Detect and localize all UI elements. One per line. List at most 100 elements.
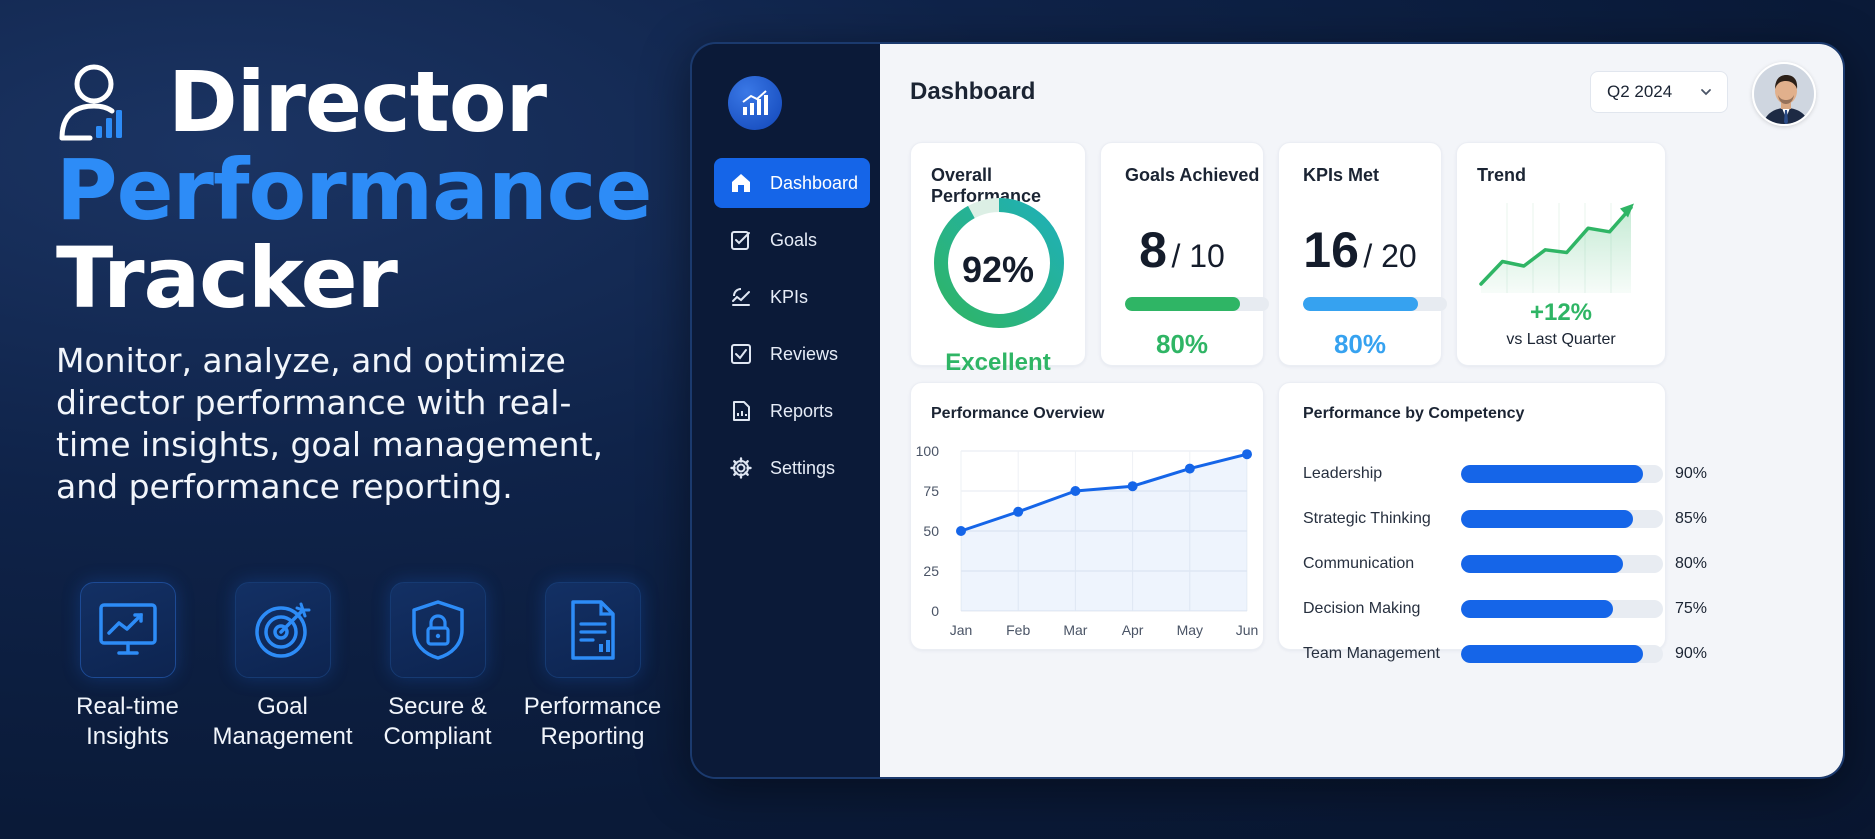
checklist-icon: [728, 227, 754, 253]
x-tick-label: Feb: [1006, 622, 1030, 638]
feature-list: Real-time Insights Goal Management Secur…: [50, 582, 670, 752]
sidebar-item-settings[interactable]: Settings: [714, 443, 870, 493]
period-value: Q2 2024: [1607, 82, 1673, 101]
x-tick-label: Apr: [1122, 622, 1144, 638]
sidebar-item-reports[interactable]: Reports: [714, 386, 870, 436]
home-icon: [728, 170, 754, 196]
page-title: Dashboard: [910, 78, 1036, 105]
feature-icon-box: [544, 582, 641, 678]
gear-icon: [728, 455, 754, 481]
card-title: Goals Achieved: [1125, 165, 1260, 185]
competency-bar: [1461, 555, 1623, 573]
feature-secure-compliant: Secure & Compliant: [360, 582, 515, 752]
competency-row: Leadership 90%: [1303, 461, 1723, 487]
sidebar-item-dashboard[interactable]: Dashboard: [714, 158, 870, 208]
card-title: Trend: [1477, 165, 1527, 185]
sidebar: Dashboard Goals KPIs Reviews: [692, 44, 880, 777]
competency-row: Strategic Thinking 85%: [1303, 506, 1723, 532]
competency-bar: [1461, 465, 1643, 483]
card-performance-by-competency: Performance by Competency Leadership 90% S…: [1278, 382, 1707, 663]
feature-label: Goal Management: [212, 693, 353, 750]
hero-title-line2: Performance: [56, 141, 652, 239]
kpis-total: / 20: [1363, 238, 1417, 274]
sidebar-item-label: Settings: [770, 457, 836, 478]
feature-label: Performance Reporting: [523, 693, 662, 750]
sidebar-nav: Dashboard Goals KPIs Reviews: [714, 158, 870, 500]
series-line: [960, 452, 1248, 533]
trend-caption: vs Last Quarter: [1506, 331, 1616, 348]
hero-title-line3: Tracker: [56, 229, 398, 327]
competency-value: 90%: [1675, 465, 1708, 482]
y-tick-label: 0: [931, 603, 939, 619]
report-document-icon: [570, 600, 615, 660]
overall-rating: Excellent: [945, 349, 1051, 376]
y-tick-label: 100: [916, 443, 940, 459]
monitor-chart-icon: [98, 603, 157, 655]
competency-label: Leadership: [1303, 465, 1383, 482]
data-point: [1070, 486, 1081, 496]
performance-ring-fill: [934, 198, 1064, 328]
sidebar-item-goals[interactable]: Goals: [714, 215, 870, 265]
trend-arrow-head: [1620, 203, 1634, 218]
app-logo[interactable]: [728, 76, 782, 130]
y-tick-label: 25: [923, 563, 939, 579]
competency-bar-track: [1461, 465, 1663, 483]
feature-goal-management: Goal Management: [205, 582, 360, 752]
trend-area: [1481, 207, 1631, 293]
competency-value: 80%: [1675, 555, 1708, 572]
competency-bar: [1461, 645, 1643, 663]
sidebar-item-label: Goals: [770, 229, 818, 250]
performance-ring: [934, 198, 1064, 328]
goals-total: / 10: [1171, 238, 1225, 274]
trend-sparkline: [1479, 203, 1634, 293]
card-title: KPIs Met: [1303, 165, 1380, 185]
competency-label: Strategic Thinking: [1303, 510, 1431, 527]
competency-bar: [1461, 510, 1633, 528]
competency-bar-track: [1461, 600, 1663, 618]
hero-title-line1: Director: [168, 53, 547, 151]
competency-value: 90%: [1675, 645, 1708, 662]
data-point: [1184, 463, 1195, 474]
feature-icon-box: [79, 582, 176, 678]
competency-value: 75%: [1675, 600, 1708, 617]
trend-change: +12%: [1529, 299, 1593, 326]
user-chart-icon: [59, 64, 122, 141]
app-window: Dashboard Goals KPIs Reviews: [690, 42, 1845, 779]
goals-percent: 80%: [1155, 329, 1209, 359]
sidebar-item-kpis[interactable]: KPIs: [714, 272, 870, 322]
sidebar-item-label: KPIs: [770, 286, 809, 307]
kpi-icon: [728, 284, 754, 310]
performance-line-chart: 0 25 50 75 100 Jan Feb Mar Apr May Jun: [916, 443, 1259, 638]
overall-value: 92%: [961, 249, 1035, 290]
competency-bar-track: [1461, 645, 1663, 663]
goals-progress-fill: [1125, 297, 1241, 311]
competency-bar-track: [1461, 555, 1663, 573]
card-goals-achieved: Goals Achieved 8 / 10 80%: [1100, 142, 1269, 366]
kpis-percent: 80%: [1333, 329, 1387, 359]
goals-progress-bar: [1125, 297, 1269, 311]
feature-label: Secure & Compliant: [383, 693, 492, 750]
hero-subtitle: Monitor, analyze, and optimize director …: [56, 341, 604, 506]
y-tick-label: 75: [923, 483, 939, 499]
competency-label: Communication: [1303, 555, 1415, 572]
avatar[interactable]: [1752, 62, 1816, 126]
line-area: [961, 454, 1247, 611]
sidebar-item-reviews[interactable]: Reviews: [714, 329, 870, 379]
check-square-icon: [728, 341, 754, 367]
feature-label: Real-time Insights: [76, 693, 179, 750]
card-performance-overview: Performance Overview 0 25 50 75 100 Jan Feb Mar…: [910, 382, 1264, 650]
period-select[interactable]: Q2 2024: [1590, 71, 1728, 113]
chevron-down-icon: [1701, 89, 1711, 96]
x-tick-label: Jun: [1236, 622, 1259, 638]
sidebar-item-label: Dashboard: [770, 172, 859, 193]
feature-realtime-insights: Real-time Insights: [50, 582, 205, 752]
kpis-progress-bar: [1303, 297, 1447, 311]
title-row: Director: [56, 58, 676, 146]
feature-performance-reporting: Performance Reporting: [515, 582, 670, 752]
competency-bar: [1461, 600, 1613, 618]
x-tick-label: Mar: [1063, 622, 1087, 638]
goals-achieved-count: 8: [1139, 222, 1167, 278]
report-icon: [728, 398, 754, 424]
data-point: [1127, 481, 1138, 492]
hero: Director Performance Tracker Monitor, an…: [56, 58, 676, 508]
